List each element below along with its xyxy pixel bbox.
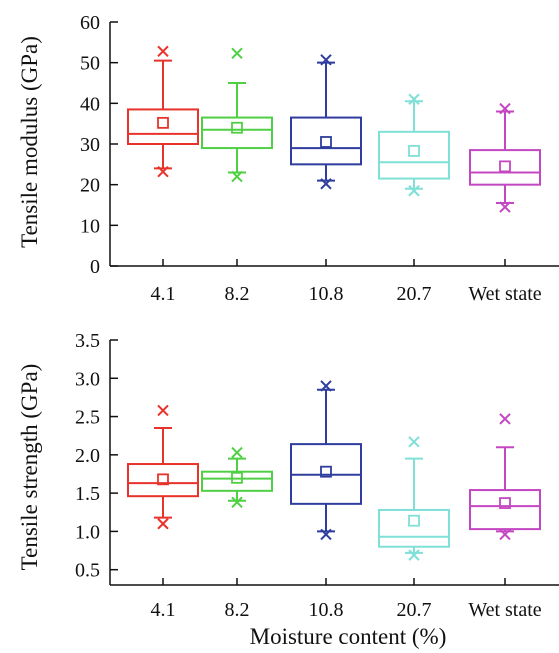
- min-marker-stroke-b: [157, 165, 169, 178]
- iqr-box: [469, 149, 541, 186]
- y-tick-label: 1.5: [75, 483, 100, 505]
- iqr-box: [201, 116, 273, 150]
- min-marker: [408, 185, 420, 197]
- y-tick-label: 2.0: [75, 445, 100, 467]
- mean-marker: [231, 121, 243, 134]
- min-marker: [157, 165, 169, 178]
- mean-marker: [320, 465, 332, 478]
- max-marker-stroke-b: [499, 102, 511, 115]
- mean-marker: [499, 160, 511, 173]
- max-marker-stroke-b: [320, 380, 332, 392]
- box-4: [378, 436, 450, 561]
- max-marker: [499, 102, 511, 115]
- min-marker: [320, 528, 332, 541]
- y-tick-label: 30: [80, 134, 100, 156]
- min-marker-stroke-b: [320, 178, 332, 190]
- tensile-modulus-panel: Tensile modulus (GPa) 0 10 20 30 40 50 60 4.1 8.…: [17, 12, 559, 305]
- y-axis-label-strength: Tensile strength (GPa): [17, 364, 42, 571]
- y-tick-label: 10: [80, 215, 100, 237]
- box-3: [290, 380, 362, 541]
- y-tick-label: 3.0: [75, 368, 100, 390]
- x-tick-label: 20.7: [397, 283, 432, 305]
- x-tick-label: 8.2: [225, 599, 250, 621]
- max-marker-stroke-b: [499, 413, 511, 425]
- iqr-box: [127, 108, 199, 145]
- x-tick-label: 10.8: [309, 599, 344, 621]
- x-tick-label: 10.8: [309, 283, 344, 305]
- y-tick-label: 0: [90, 256, 100, 278]
- x-tick-label: 20.7: [397, 599, 432, 621]
- min-marker-stroke-b: [408, 549, 420, 561]
- box-5: [469, 102, 541, 213]
- max-marker-stroke-b: [157, 45, 169, 57]
- mean-marker: [231, 471, 243, 484]
- mean-marker: [408, 514, 420, 527]
- y-tick-label: 3.5: [75, 330, 100, 352]
- min-marker: [408, 549, 420, 561]
- max-marker-stroke-b: [320, 54, 332, 66]
- min-marker-stroke-b: [408, 185, 420, 197]
- mean-marker: [320, 136, 332, 148]
- max-marker: [231, 47, 243, 60]
- mean-marker: [157, 116, 169, 129]
- iqr-box: [378, 130, 450, 180]
- max-marker: [157, 404, 169, 417]
- min-marker: [157, 518, 169, 530]
- min-marker: [320, 178, 332, 190]
- min-marker-stroke-b: [499, 528, 511, 541]
- x-tick-label: 4.1: [151, 599, 176, 621]
- iqr-box: [290, 116, 362, 166]
- y-axis-label-modulus: Tensile modulus (GPa): [17, 36, 42, 248]
- box-1: [127, 45, 199, 178]
- box-2: [201, 446, 273, 509]
- max-marker-stroke-b: [157, 404, 169, 417]
- box-4: [378, 93, 450, 197]
- min-marker: [499, 201, 511, 213]
- iqr-box: [127, 463, 199, 498]
- y-tick-label: 40: [80, 93, 100, 115]
- y-tick-label: 2.5: [75, 407, 100, 429]
- iqr-box: [201, 470, 273, 492]
- iqr-box: [469, 489, 541, 531]
- iqr-box: [378, 508, 450, 548]
- mean-marker: [499, 497, 511, 509]
- max-marker: [408, 93, 420, 105]
- min-marker-stroke-b: [157, 518, 169, 530]
- y-tick-label: 20: [80, 175, 100, 197]
- max-marker-stroke-b: [231, 446, 243, 459]
- max-marker: [408, 436, 420, 448]
- max-marker-stroke-b: [231, 47, 243, 60]
- min-marker-stroke-b: [320, 528, 332, 541]
- max-marker: [320, 380, 332, 392]
- x-tick-label: 4.1: [151, 283, 176, 305]
- x-tick-label: Wet state: [468, 599, 541, 621]
- y-tick-label: 60: [80, 12, 100, 34]
- max-marker: [231, 446, 243, 459]
- x-tick-label: Wet state: [468, 283, 541, 305]
- max-marker-stroke-b: [408, 436, 420, 448]
- max-marker: [157, 45, 169, 57]
- box-1: [127, 404, 199, 530]
- min-marker: [231, 170, 243, 183]
- min-marker-stroke-b: [499, 201, 511, 213]
- min-marker: [499, 528, 511, 541]
- box-5: [469, 413, 541, 541]
- max-marker-stroke-b: [408, 93, 420, 105]
- max-marker: [499, 413, 511, 425]
- box-2: [201, 47, 273, 183]
- box-3: [290, 54, 362, 190]
- max-marker: [320, 54, 332, 66]
- tensile-strength-panel: Tensile strength (GPa) Moisture content …: [17, 330, 559, 649]
- min-marker-stroke-b: [231, 170, 243, 183]
- y-tick-label: 50: [80, 53, 100, 75]
- min-marker: [231, 496, 243, 509]
- y-tick-label: 1.0: [75, 521, 100, 543]
- mean-marker: [157, 473, 169, 486]
- min-marker-stroke-b: [231, 496, 243, 509]
- x-axis-label: Moisture content (%): [250, 624, 447, 649]
- x-tick-label: 8.2: [225, 283, 250, 305]
- mean-marker: [408, 145, 420, 157]
- y-tick-label: 0.5: [75, 560, 100, 582]
